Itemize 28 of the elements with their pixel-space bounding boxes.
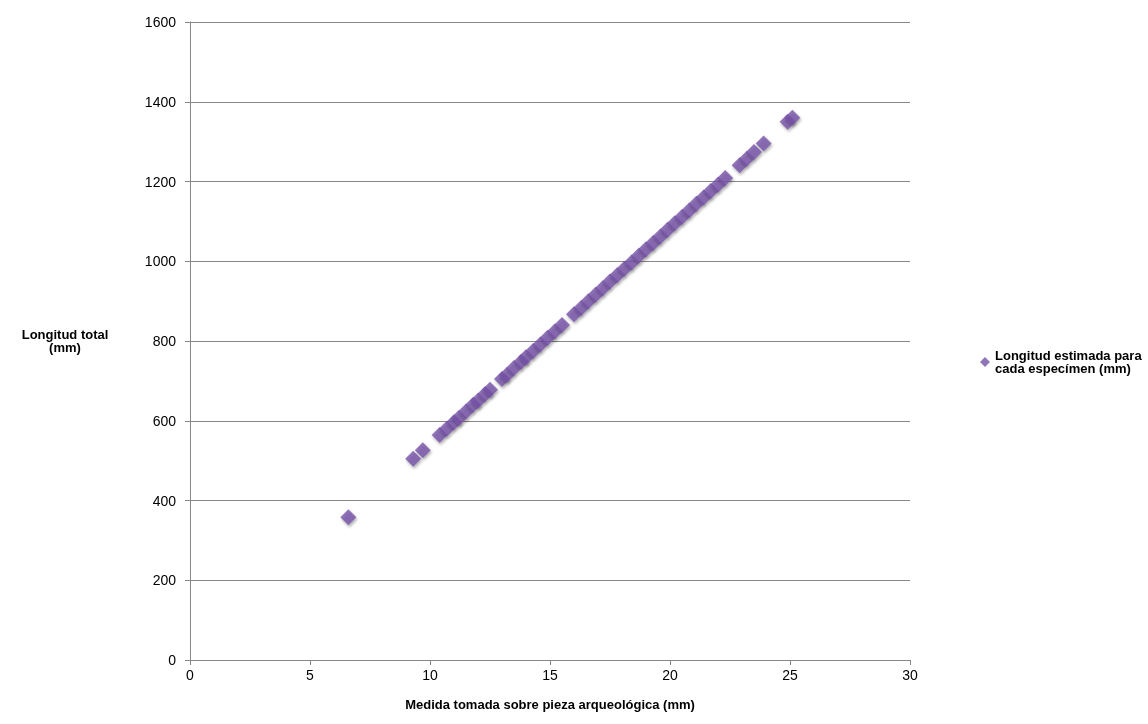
y-tick-label: 1200 <box>144 173 177 190</box>
point <box>482 381 498 398</box>
point <box>405 450 422 467</box>
x-tick-label: 0 <box>186 667 195 683</box>
y-tick-label: 800 <box>152 333 177 349</box>
x-tick-label: 10 <box>422 667 438 683</box>
y-axis-title: Longitud total (mm) <box>21 327 109 355</box>
y-tick-label: 1400 <box>144 93 177 110</box>
y-tick-label: 400 <box>152 492 177 509</box>
y-tick-label: 200 <box>152 572 177 589</box>
x-axis-title: Medida tomada sobre pieza arqueológica (mm) <box>405 697 695 712</box>
point <box>414 442 431 459</box>
x-tick-label: 15 <box>542 667 558 683</box>
point <box>755 135 772 152</box>
x-tick-label: 20 <box>662 667 678 683</box>
x-tick-label: 5 <box>306 667 315 683</box>
y-tick-label: 1000 <box>144 253 177 270</box>
x-tick-label: 25 <box>782 667 798 683</box>
point <box>554 317 570 334</box>
point <box>784 109 801 126</box>
y-tick-label: 1600 <box>144 14 177 30</box>
legend-label: Longitud estimada para cada especímen (mm) <box>995 348 1146 376</box>
point <box>340 509 357 526</box>
x-tick-label: 30 <box>902 667 918 683</box>
point <box>717 169 734 186</box>
y-tick-label: 0 <box>168 652 177 668</box>
point <box>746 143 762 160</box>
y-tick-label: 600 <box>152 412 177 429</box>
